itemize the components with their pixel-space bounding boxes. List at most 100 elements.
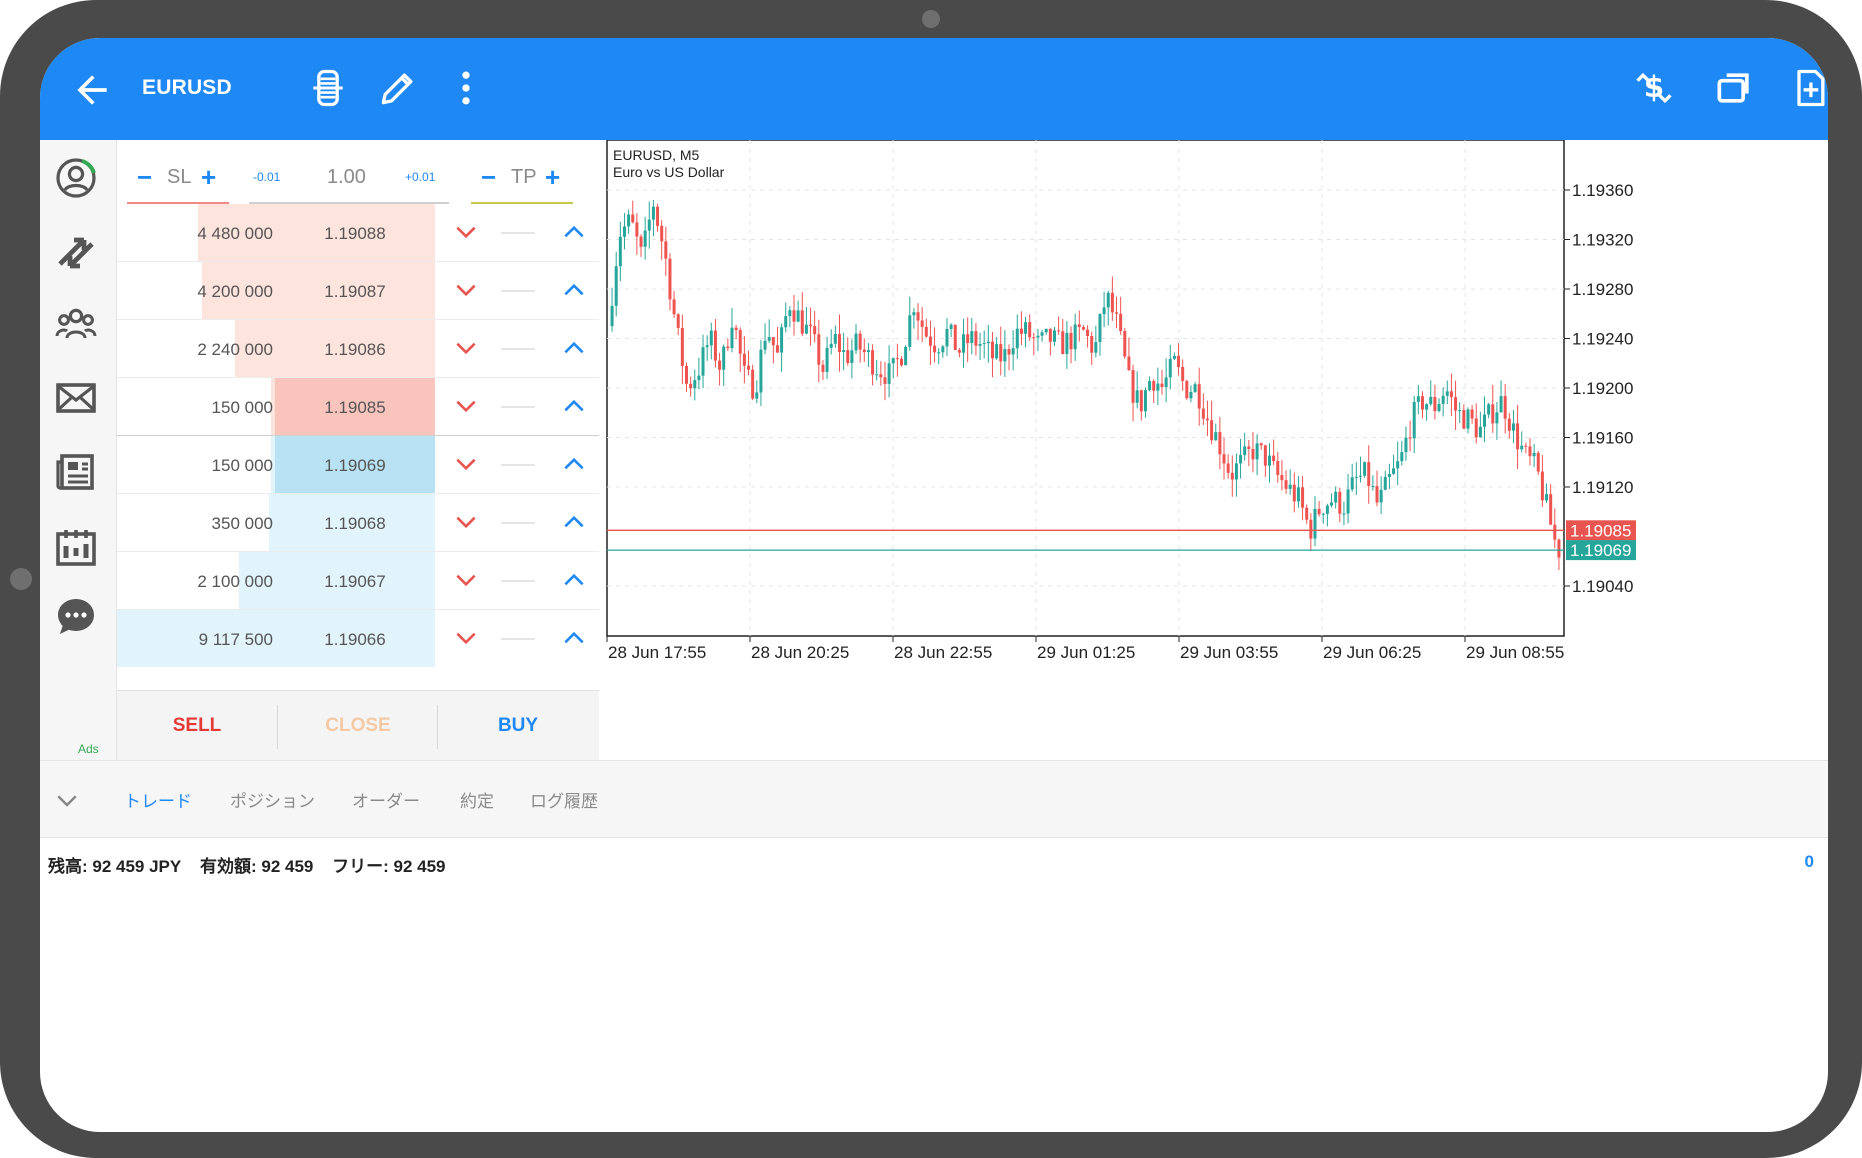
sell-limit-chevron-icon[interactable] [453,570,479,590]
tab-positions[interactable]: ポジション [230,792,315,811]
windows-icon[interactable] [1712,66,1756,110]
buy-limit-chevron-icon[interactable] [561,512,587,532]
sell-limit-chevron-icon[interactable] [453,396,479,416]
one-click-trading-icon[interactable] [306,66,350,110]
sell-limit-chevron-icon[interactable] [453,280,479,300]
order-slot-dash [501,406,535,408]
candle-body [1284,480,1288,489]
bid-row[interactable]: 2 100 000 1.19067 [117,552,599,609]
candle-body [734,327,738,331]
svg-text:$: $ [1644,70,1664,104]
candle-body [1205,418,1209,421]
buy-limit-chevron-icon[interactable] [561,222,587,242]
trade-buttons: SELL CLOSE BUY [117,690,599,761]
sell-limit-chevron-icon[interactable] [453,512,479,532]
price-cell [275,494,435,551]
ask-row[interactable]: 2 240 000 1.19086 [117,320,599,377]
quotes-dollar-icon[interactable]: $ [1632,66,1676,110]
candle-body [895,358,899,360]
chat-icon[interactable] [52,592,100,640]
candle-body [1462,410,1466,429]
bid-row[interactable]: 150 000 1.19069 [117,436,599,493]
tp-plus-button[interactable]: + [545,162,561,192]
candle-body [693,380,697,389]
candle-body [763,340,767,350]
candle-body [1478,426,1482,438]
candle-body [883,377,887,384]
sell-limit-chevron-icon[interactable] [453,454,479,474]
sl-plus-button[interactable]: + [201,162,217,192]
candle-body [990,341,994,359]
candle-body [1073,324,1077,350]
price-chart[interactable]: 1.19085 1.19069 1.19360 1.19320 1.19280 1.19… [600,140,1828,760]
candle-body [664,241,668,259]
mail-icon[interactable] [52,374,100,422]
back-arrow-icon[interactable] [70,68,114,112]
sell-button[interactable]: SELL [172,715,222,736]
bid-row[interactable]: 9 117 500 1.19066 [117,610,599,667]
sell-limit-chevron-icon[interactable] [453,222,479,242]
buy-limit-chevron-icon[interactable] [561,280,587,300]
candle-body [916,312,920,321]
lot-input[interactable]: 1.00 [327,166,366,188]
x-tick-label: 29 Jun 08:55 [1466,643,1564,662]
y-tick-label: 1.19200 [1572,379,1633,398]
candle-body [713,330,717,361]
lot-increment-button[interactable]: +0.01 [405,170,436,184]
candle-body [1193,384,1197,392]
candle-body [1540,471,1544,501]
candle-body [771,337,775,346]
candles [610,200,1561,571]
buy-limit-chevron-icon[interactable] [561,396,587,416]
tab-journal[interactable]: ログ履歴 [530,792,598,811]
candle-body [1115,312,1119,314]
bid-row[interactable]: 350 000 1.19068 [117,494,599,551]
community-icon[interactable] [52,300,100,348]
buy-limit-chevron-icon[interactable] [561,454,587,474]
buy-limit-chevron-icon[interactable] [561,338,587,358]
sl-minus-button[interactable]: − [137,162,153,192]
candle-body [1197,384,1201,409]
buy-limit-chevron-icon[interactable] [561,628,587,648]
trade-arrows-icon[interactable] [52,228,100,276]
ask-row[interactable]: 4 480 000 1.19088 [117,204,599,261]
buy-button[interactable]: BUY [497,715,539,736]
volume-text: 4 200 000 [197,282,273,301]
ask-row[interactable]: 150 000 1.19085 [117,378,599,435]
more-vert-icon[interactable] [444,66,488,110]
profile-icon[interactable] [52,154,100,202]
candle-body [813,326,817,335]
calendar-icon[interactable] [52,524,100,572]
sell-limit-chevron-icon[interactable] [453,628,479,648]
free-margin-text: フリー: 92 459 [332,857,446,876]
chart-subtitle: Euro vs US Dollar [613,164,725,180]
candle-body [1102,307,1106,315]
y-tick-label: 1.19160 [1572,429,1633,448]
order-slot-dash [501,232,535,234]
candle-body [1069,332,1073,350]
new-document-icon[interactable] [1788,66,1828,110]
candle-body [1127,356,1131,371]
ask-row[interactable]: 4 200 000 1.19087 [117,262,599,319]
tab-orders[interactable]: オーダー [352,792,420,811]
buy-limit-chevron-icon[interactable] [561,570,587,590]
chart-grid [607,140,1564,636]
candle-body [887,363,891,384]
tp-minus-button[interactable]: − [481,162,497,192]
tab-deals[interactable]: 約定 [460,792,494,811]
tab-trade[interactable]: トレード [124,792,192,811]
candle-body [1296,487,1300,502]
button-divider [437,705,438,749]
candle-body [1437,403,1441,412]
news-icon[interactable] [52,448,100,496]
close-button[interactable]: CLOSE [325,715,391,736]
pencil-icon[interactable] [376,66,420,110]
app-screen: EURUSD $ [40,38,1828,1132]
chevron-down-icon[interactable] [52,785,82,815]
lot-decrement-button[interactable]: -0.01 [253,170,281,184]
candle-body [875,374,879,376]
sl-control: − SL + [127,140,229,208]
sell-limit-chevron-icon[interactable] [453,338,479,358]
candle-body [718,360,722,370]
